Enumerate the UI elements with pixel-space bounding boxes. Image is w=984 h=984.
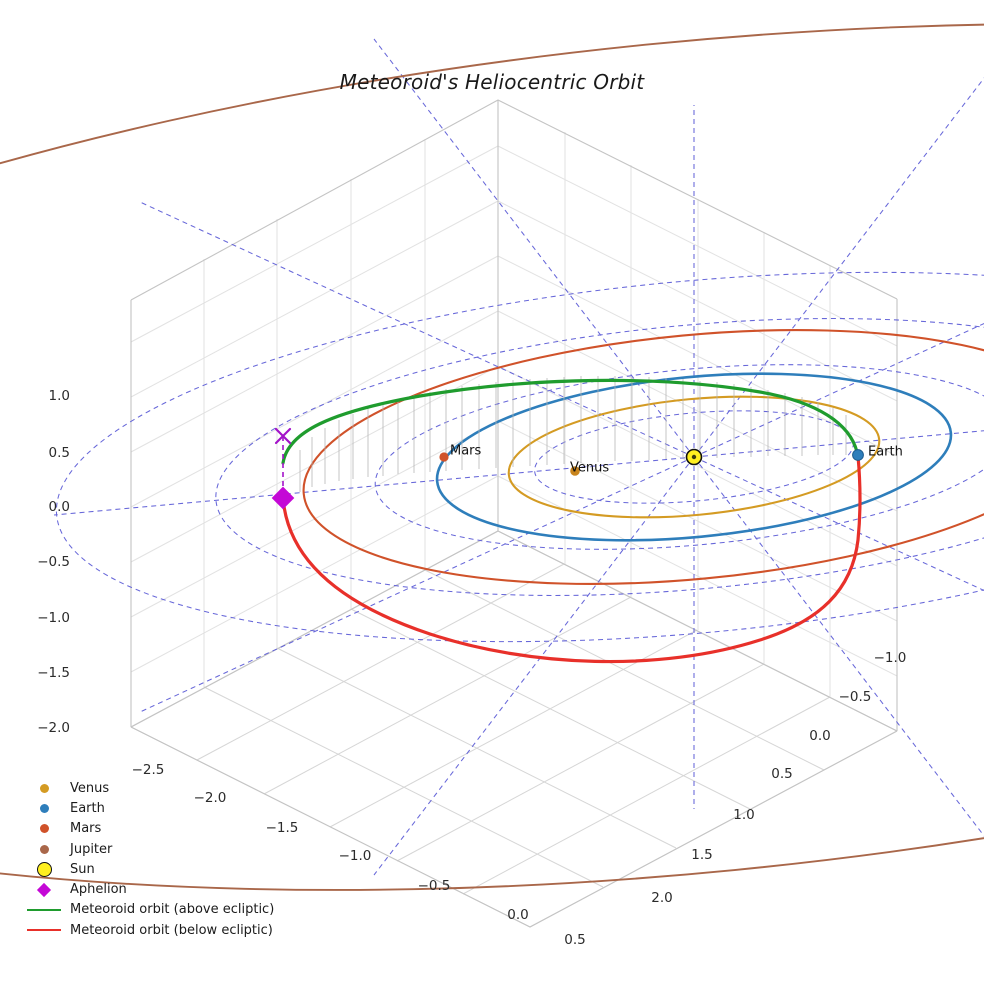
legend-label: Jupiter — [70, 841, 113, 857]
red-line-icon — [18, 929, 70, 932]
y-tick-label: 0.5 — [771, 766, 793, 782]
z-tick-label: 1.0 — [48, 388, 70, 404]
legend-label: Sun — [70, 861, 95, 877]
x-tick-label: −1.5 — [265, 820, 299, 836]
legend-label: Meteoroid orbit (above ecliptic) — [70, 902, 275, 918]
ecliptic-polar-grid — [53, 38, 984, 876]
legend: Venus Earth Mars Jupiter Sun Aphelion Meteoroi… — [18, 778, 298, 940]
aphelion-projection-x-icon — [274, 427, 292, 445]
x-tick-label: −2.0 — [193, 790, 227, 806]
mars-orbit — [302, 329, 984, 585]
y-tick-label: 0.0 — [809, 728, 831, 744]
legend-item-aphelion[interactable]: Aphelion — [18, 879, 298, 899]
aphelion-diamond-icon — [18, 882, 70, 897]
body-label-earth: Earth — [868, 444, 903, 460]
venus-dot-icon — [18, 783, 70, 793]
earth-dot-icon — [18, 803, 70, 813]
z-tick-label: −2.0 — [37, 720, 70, 736]
sun-dot-icon — [18, 861, 70, 877]
legend-label: Aphelion — [70, 882, 127, 898]
z-tick-label: −1.0 — [37, 610, 70, 626]
legend-item-sun[interactable]: Sun — [18, 859, 298, 879]
y-tick-label: 1.0 — [733, 807, 755, 823]
y-tick-label: 2.0 — [651, 890, 673, 906]
z-tick-label: 0.5 — [48, 445, 70, 461]
legend-item-meteoroid-orbit-above-ecliptic[interactable]: Meteoroid orbit (above ecliptic) — [18, 900, 298, 920]
venus-orbit — [507, 395, 881, 519]
legend-label: Venus — [70, 780, 110, 796]
mars-dot-icon — [18, 824, 70, 834]
legend-item-mars[interactable]: Mars — [18, 819, 298, 839]
aphelion-marker — [271, 486, 295, 510]
z-tick-label: −0.5 — [37, 554, 70, 570]
x-tick-label: 0.0 — [507, 907, 529, 923]
legend-item-meteoroid-orbit-below-ecliptic[interactable]: Meteoroid orbit (below ecliptic) — [18, 920, 298, 940]
legend-label: Earth — [70, 800, 105, 816]
green-line-icon — [18, 908, 70, 911]
z-tick-label: 0.0 — [48, 499, 70, 515]
jupiter-dot-icon — [18, 844, 70, 854]
y-tick-label: −0.5 — [838, 689, 872, 705]
x-tick-label: −0.5 — [417, 878, 451, 894]
legend-label: Meteoroid orbit (below ecliptic) — [70, 922, 273, 938]
y-tick-label: −1.0 — [873, 650, 907, 666]
page-title: Meteoroid's Heliocentric Orbit — [339, 70, 645, 94]
x-tick-label: −2.5 — [131, 762, 165, 778]
sun-marker — [685, 448, 703, 466]
body-label-mars: Mars — [450, 443, 482, 459]
x-tick-label: −1.0 — [338, 848, 372, 864]
earth-orbit — [435, 372, 953, 542]
meteoroid-orbit-below-ecliptic — [281, 454, 862, 664]
body-label-venus: Venus — [570, 460, 610, 476]
axis-box-edges — [130, 99, 898, 928]
x-tick-label: 0.5 — [564, 932, 586, 948]
legend-item-jupiter[interactable]: Jupiter — [18, 839, 298, 859]
earth-marker — [852, 449, 864, 461]
legend-item-earth[interactable]: Earth — [18, 798, 298, 818]
legend-label: Mars — [70, 821, 102, 837]
z-tick-label: −1.5 — [37, 665, 70, 681]
mars-marker — [439, 452, 449, 462]
legend-item-venus[interactable]: Venus — [18, 778, 298, 798]
venus-marker — [570, 466, 580, 476]
meteoroid-orbit-above-ecliptic — [281, 378, 859, 465]
y-tick-label: 1.5 — [691, 847, 713, 863]
